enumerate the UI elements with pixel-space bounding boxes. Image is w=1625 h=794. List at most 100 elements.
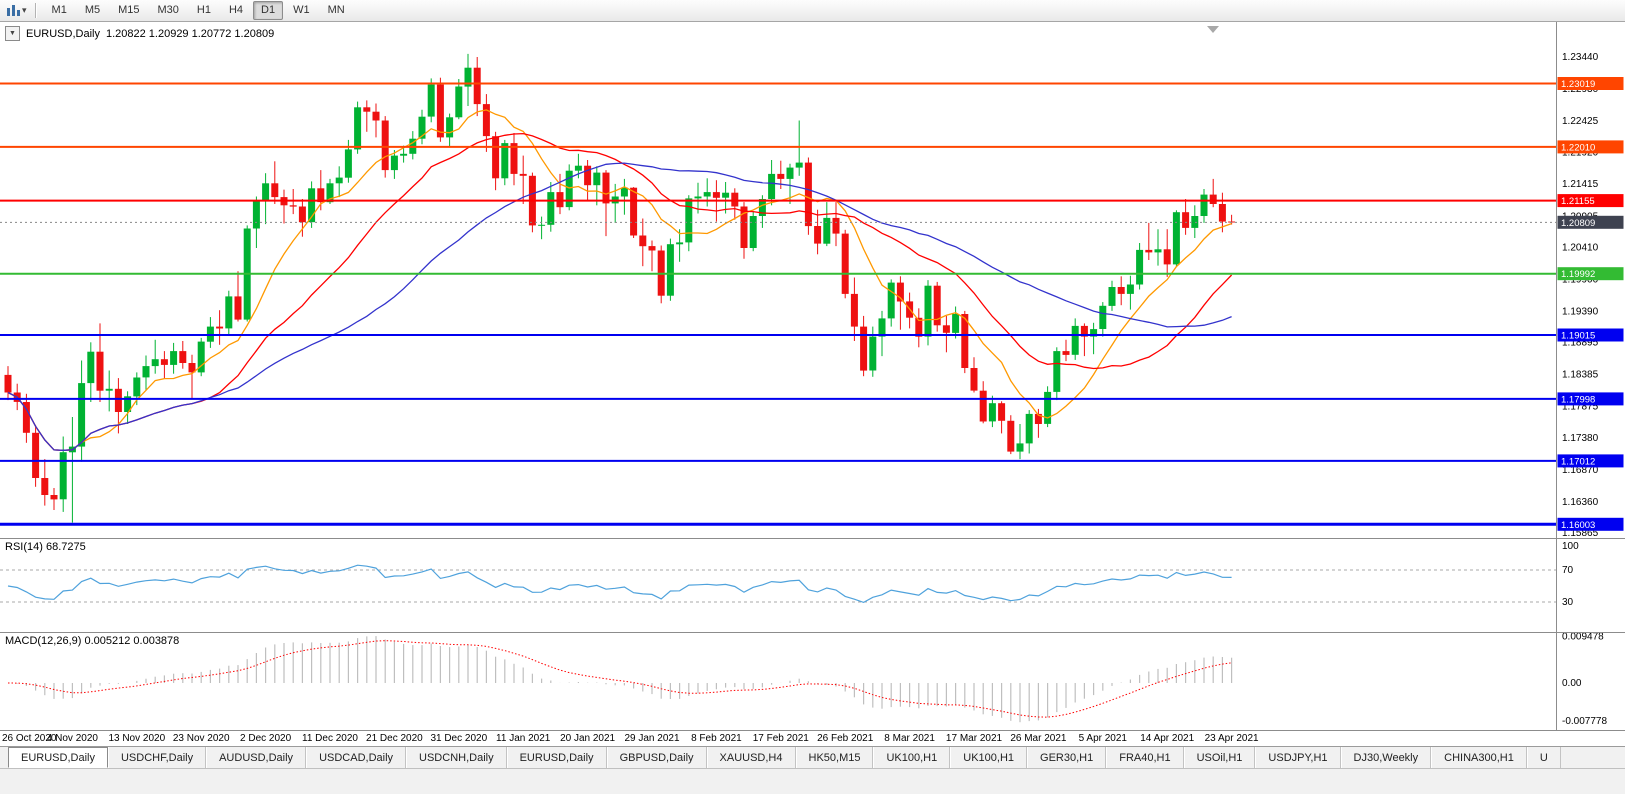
svg-text:0.009478: 0.009478 — [1562, 632, 1604, 643]
window-tab-bar: EURUSD,Daily USDCHF,Daily AUDUSD,Daily USDC… — [0, 746, 1625, 768]
timeframe-button-h4[interactable]: H4 — [228, 4, 244, 16]
chart-symbol-label: EURUSD,Daily — [26, 27, 100, 40]
svg-text:1.17998: 1.17998 — [1561, 394, 1595, 405]
svg-text:1.20809: 1.20809 — [1561, 218, 1595, 229]
chart-type-caret-icon[interactable]: ▾ — [22, 5, 27, 15]
rsi-label: RSI(14) 68.7275 — [5, 541, 86, 553]
svg-text:8 Mar 2021: 8 Mar 2021 — [884, 733, 935, 744]
rsi-panel-label: RSI(14) 68.7275 — [5, 541, 86, 553]
svg-text:0.00: 0.00 — [1562, 678, 1582, 689]
chart-tab-5[interactable]: EURUSD,Daily — [506, 747, 607, 768]
svg-text:17 Mar 2021: 17 Mar 2021 — [946, 733, 1003, 744]
svg-text:11 Jan 2021: 11 Jan 2021 — [496, 733, 551, 744]
chart-tab-17[interactable]: U — [1526, 747, 1561, 768]
svg-text:13 Nov 2020: 13 Nov 2020 — [108, 733, 165, 744]
chart-tab-0[interactable]: EURUSD,Daily — [8, 747, 108, 768]
chart-tab-15[interactable]: DJ30,Weekly — [1340, 747, 1432, 768]
svg-text:1.22010: 1.22010 — [1561, 142, 1595, 153]
chart-dropdown-button[interactable]: ▼ — [5, 26, 20, 41]
svg-text:31 Dec 2020: 31 Dec 2020 — [430, 733, 487, 744]
ma-fast-line — [7, 109, 1232, 451]
toolbar: ▾ M1 M5 M15 M30 H1 H4 D1 W1 MN — [0, 0, 1625, 22]
chart-tab-14[interactable]: USDJPY,H1 — [1255, 747, 1341, 768]
timeframe-button-w1[interactable]: W1 — [293, 4, 310, 16]
svg-text:20 Jan 2021: 20 Jan 2021 — [560, 733, 615, 744]
chart-tab-16[interactable]: CHINA300,H1 — [1431, 747, 1527, 768]
svg-text:1.19390: 1.19390 — [1562, 306, 1599, 317]
chart-quote-label: 1.20822 1.20929 1.20772 1.20809 — [105, 27, 275, 40]
svg-text:1.17012: 1.17012 — [1561, 456, 1595, 467]
svg-text:1.16870: 1.16870 — [1562, 465, 1599, 476]
svg-text:23 Apr 2021: 23 Apr 2021 — [1205, 733, 1259, 744]
chart-tab-1[interactable]: USDCHF,Daily — [107, 747, 207, 768]
svg-text:23 Nov 2020: 23 Nov 2020 — [173, 733, 230, 744]
chart-tab-8[interactable]: HK50,M15 — [795, 747, 874, 768]
chart-title: ▼ EURUSD,Daily 1.20822 1.20929 1.20772 1… — [5, 26, 274, 41]
svg-text:1.21155: 1.21155 — [1561, 196, 1595, 207]
chart-tab-12[interactable]: FRA40,H1 — [1106, 747, 1184, 768]
svg-text:1.19015: 1.19015 — [1561, 331, 1595, 342]
svg-text:21 Dec 2020: 21 Dec 2020 — [366, 733, 423, 744]
macd-indicator: 0.009478 0.00 -0.007778 — [7, 632, 1607, 727]
svg-text:-0.007778: -0.007778 — [1562, 716, 1607, 727]
current-price-badge: 1.20809 — [1557, 215, 1624, 229]
chart-tab-3[interactable]: USDCAD,Daily — [306, 747, 407, 768]
chart-tab-2[interactable]: AUDUSD,Daily — [206, 747, 307, 768]
price-chart-canvas[interactable]: 1.234401.229301.224251.219201.214151.209… — [0, 22, 1625, 746]
svg-text:1.22425: 1.22425 — [1562, 116, 1599, 127]
chart-shift-marker-icon — [1207, 26, 1219, 33]
rsi-indicator: 100 70 30 — [0, 541, 1579, 608]
svg-text:8 Feb 2021: 8 Feb 2021 — [691, 733, 742, 744]
chart-type-icon[interactable] — [4, 2, 24, 20]
svg-text:1.20410: 1.20410 — [1562, 242, 1599, 253]
price-level-badges: 1.23019 1.22010 1.21155 1.19992 1.19015 1.179… — [1557, 77, 1624, 531]
svg-text:1.17380: 1.17380 — [1562, 433, 1599, 444]
svg-text:1.23440: 1.23440 — [1562, 52, 1599, 63]
svg-text:26 Feb 2021: 26 Feb 2021 — [817, 733, 874, 744]
chart-workspace[interactable]: 1.234401.229301.224251.219201.214151.209… — [0, 22, 1625, 746]
svg-text:11 Dec 2020: 11 Dec 2020 — [302, 733, 358, 744]
svg-text:30: 30 — [1562, 597, 1574, 608]
svg-text:14 Apr 2021: 14 Apr 2021 — [1140, 733, 1194, 744]
svg-text:1.19992: 1.19992 — [1561, 269, 1595, 280]
chart-tab-6[interactable]: GBPUSD,Daily — [606, 747, 707, 768]
chart-tab-10[interactable]: UK100,H1 — [950, 747, 1028, 768]
timeframe-button-h1[interactable]: H1 — [196, 4, 211, 16]
svg-text:1.16003: 1.16003 — [1561, 520, 1595, 531]
timeframe-button-m1[interactable]: M1 — [51, 4, 67, 16]
macd-histogram — [16, 636, 1233, 723]
svg-text:26 Mar 2021: 26 Mar 2021 — [1010, 733, 1067, 744]
timeframe-button-m5[interactable]: M5 — [84, 4, 101, 16]
svg-text:2 Dec 2020: 2 Dec 2020 — [240, 733, 292, 744]
toolbar-separator — [34, 3, 37, 18]
macd-panel-label: MACD(12,26,9) 0.005212 0.003878 — [5, 635, 179, 647]
chart-tab-11[interactable]: GER30,H1 — [1027, 747, 1107, 768]
svg-text:70: 70 — [1562, 565, 1574, 576]
svg-text:1.17875: 1.17875 — [1562, 402, 1599, 413]
chart-tab-7[interactable]: XAUUSD,H4 — [706, 747, 796, 768]
macd-label: MACD(12,26,9) 0.005212 0.003878 — [5, 635, 180, 647]
macd-signal-line — [7, 640, 1232, 718]
timeframe-button-mn[interactable]: MN — [327, 4, 345, 16]
timeframe-button-d1[interactable]: D1 — [253, 1, 284, 20]
svg-text:29 Jan 2021: 29 Jan 2021 — [624, 733, 679, 744]
chart-tab-9[interactable]: UK100,H1 — [873, 747, 951, 768]
svg-text:4 Nov 2020: 4 Nov 2020 — [47, 733, 99, 744]
svg-text:1.18385: 1.18385 — [1562, 370, 1599, 381]
chart-tab-13[interactable]: USOil,H1 — [1183, 747, 1256, 768]
timeframe-button-m15[interactable]: M15 — [118, 4, 140, 16]
svg-text:26 Oct 2020: 26 Oct 2020 — [2, 733, 57, 744]
svg-text:1.15865: 1.15865 — [1562, 528, 1599, 539]
svg-text:1.18895: 1.18895 — [1562, 338, 1599, 349]
svg-text:1.23019: 1.23019 — [1561, 79, 1595, 90]
support-resistance-lines — [0, 82, 1556, 526]
panel-dividers — [0, 22, 1625, 731]
svg-text:1.21415: 1.21415 — [1562, 179, 1599, 190]
svg-text:17 Feb 2021: 17 Feb 2021 — [753, 733, 810, 744]
timeframe-button-m30[interactable]: M30 — [157, 4, 179, 16]
chart-tab-4[interactable]: USDCNH,Daily — [406, 747, 507, 768]
svg-text:100: 100 — [1562, 541, 1579, 552]
svg-text:5 Apr 2021: 5 Apr 2021 — [1079, 733, 1128, 744]
